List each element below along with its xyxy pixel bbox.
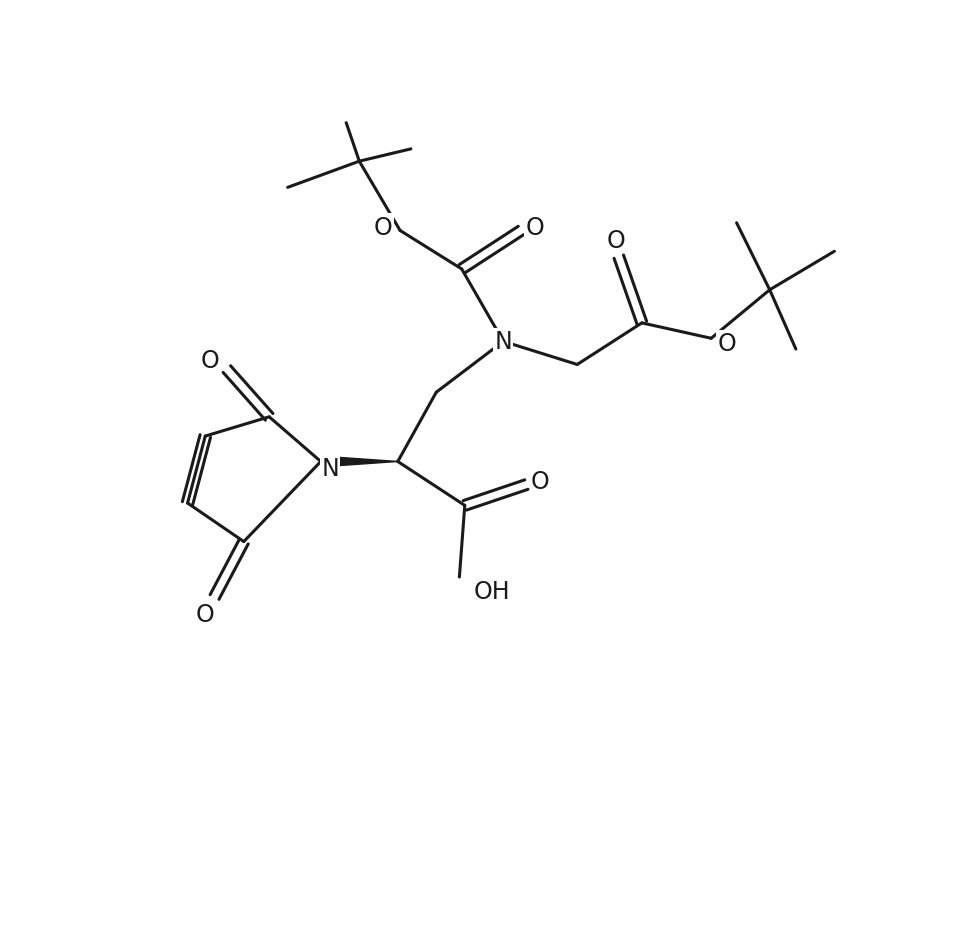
Text: O: O (717, 332, 736, 356)
Text: O: O (531, 469, 549, 493)
Text: O: O (525, 215, 545, 239)
Polygon shape (321, 457, 398, 467)
Text: O: O (200, 349, 220, 373)
Text: OH: OH (473, 579, 509, 603)
Text: O: O (607, 228, 626, 252)
Text: N: N (495, 330, 512, 354)
Text: N: N (321, 456, 339, 480)
Text: O: O (374, 215, 392, 239)
Text: O: O (196, 603, 215, 627)
